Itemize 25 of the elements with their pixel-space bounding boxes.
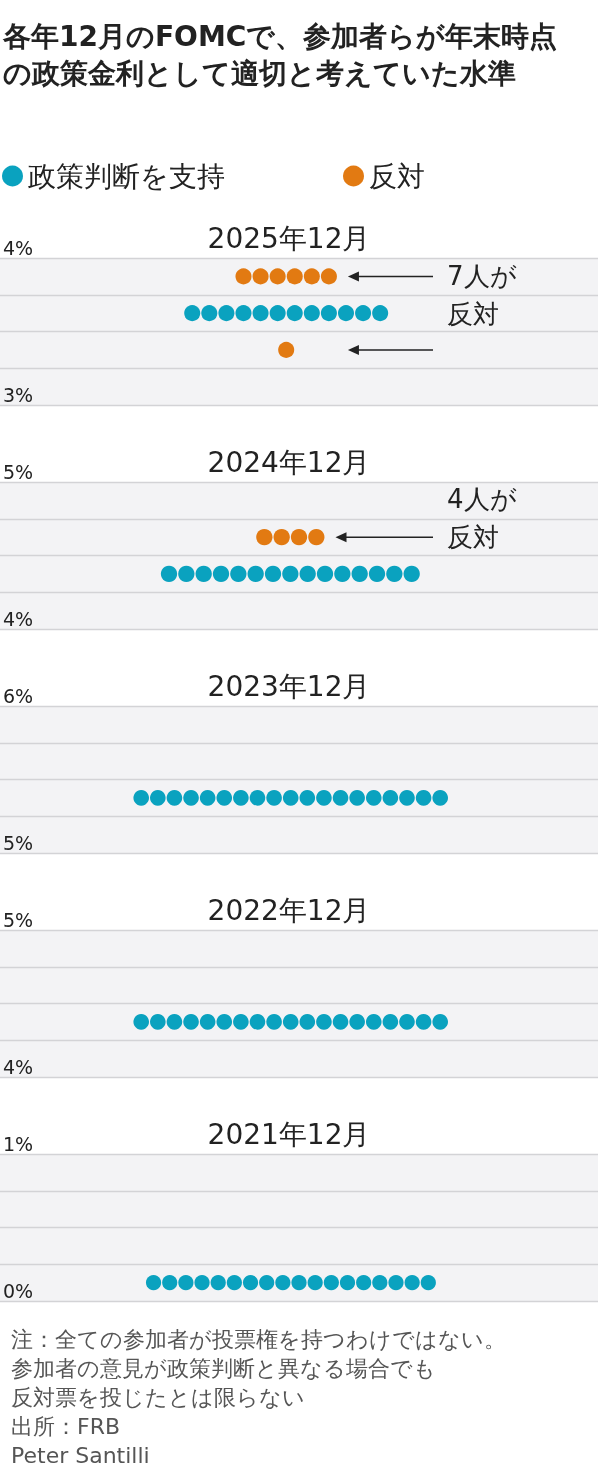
annotation: 7人が反対 [447, 260, 518, 332]
chart-title: 2024年12月 [207, 445, 371, 479]
text: Peter Santilli [11, 1442, 150, 1470]
legend-label: 政策判断を支持 [28, 159, 225, 193]
y-tick-label: 5% [3, 460, 34, 483]
legend-label: 反対 [369, 159, 425, 193]
chart-title: 各年12月のFOMCで、参加者らが年末時点の政策金利として適切と考えていた水準 [3, 19, 559, 92]
y-tick-label: 4% [3, 236, 34, 259]
y-tick-label: 4% [3, 1055, 34, 1078]
annotation: 4人が反対 [447, 483, 518, 555]
y-tick-label: 4% [3, 607, 34, 630]
text: 参加者の意見が政策判断と異なる場合でも [11, 1355, 436, 1383]
y-tick-label: 3% [3, 383, 34, 406]
y-tick-label: 5% [3, 831, 34, 854]
text: 出所：FRB [11, 1413, 121, 1441]
chart-subtitle: 2025年12月 [207, 221, 371, 255]
chart-title: 2022年12月 [207, 893, 371, 927]
text: 反対票を投じたとは限らない [11, 1384, 305, 1412]
chart-title: 2021年12月 [207, 1117, 371, 1151]
y-tick-label: 6% [3, 684, 34, 707]
chart-title: 2023年12月 [207, 669, 371, 703]
y-tick-label: 0% [3, 1279, 34, 1302]
text: 注：全ての参加者が投票権を持つわけではない。 [11, 1326, 506, 1354]
y-tick-label: 5% [3, 908, 34, 931]
y-tick-label: 1% [3, 1132, 34, 1155]
